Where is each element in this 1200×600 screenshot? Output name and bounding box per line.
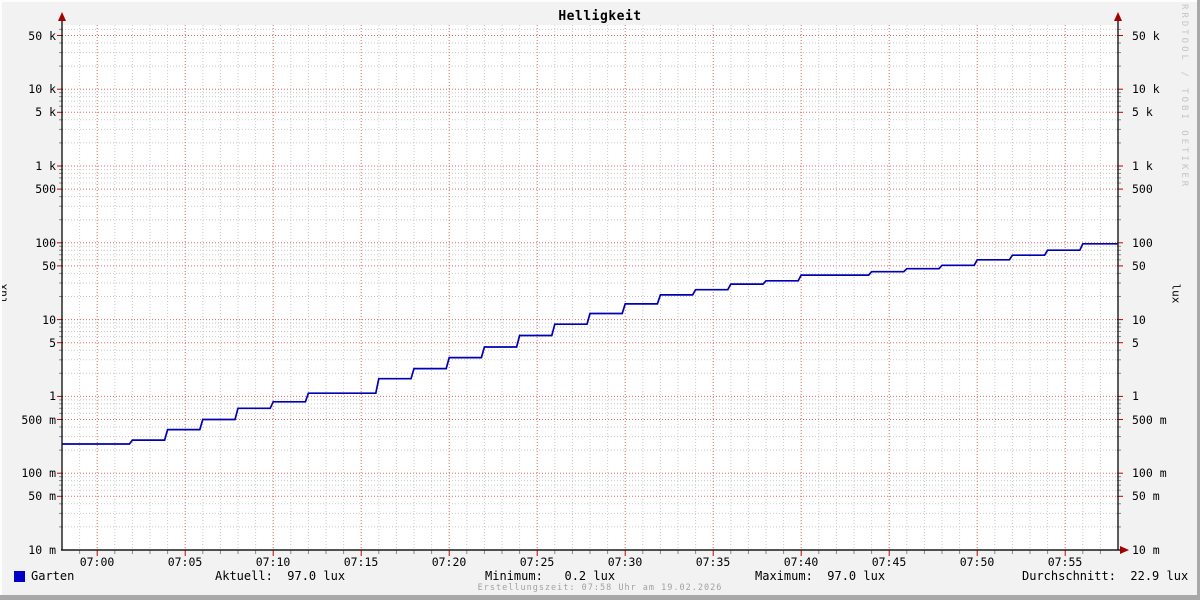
y-tick-label: 5 — [49, 336, 56, 350]
series-label: Garten — [31, 569, 75, 583]
x-tick-label: 07:15 — [343, 555, 379, 569]
rrdtool-watermark: RRDTOOL / TOBI OETIKER — [1179, 4, 1189, 190]
y-tick-label: 100 m — [1132, 466, 1167, 480]
legend-stat-aktuell: Aktuell: 97.0 lux — [215, 569, 346, 583]
y-tick-label: 50 k — [1132, 29, 1160, 43]
x-tick-label: 07:05 — [167, 555, 203, 569]
y-tick-label: 100 — [1132, 236, 1153, 250]
y-tick-label: 50 m — [1132, 489, 1160, 503]
y-tick-label: 1 k — [1132, 159, 1153, 173]
legend-stat-minimum: Minimum: 0.2 lux — [485, 569, 616, 583]
y-tick-label: 500 — [1132, 182, 1153, 196]
x-tick-label: 07:40 — [783, 555, 819, 569]
y-tick-label: 10 — [42, 313, 56, 327]
x-tick-label: 07:30 — [607, 555, 643, 569]
chart-title: Helligkeit — [558, 9, 642, 24]
bevel-bottom — [0, 595, 1200, 600]
y-tick-label: 1 — [49, 389, 56, 403]
series-color-swatch — [14, 571, 25, 582]
y-tick-label: 10 m — [28, 543, 56, 557]
bevel-left — [0, 0, 2, 600]
creation-timestamp: Erstellungszeit: 07:58 Uhr am 19.02.2026 — [477, 583, 723, 593]
y-tick-label: 5 k — [35, 105, 56, 119]
y-tick-label: 5 — [1132, 336, 1139, 350]
y-tick-label: 10 k — [1132, 82, 1160, 96]
y-tick-label: 10 k — [28, 82, 56, 96]
x-tick-label: 07:55 — [1047, 555, 1083, 569]
y-tick-label: 10 — [1132, 313, 1146, 327]
x-tick-label: 07:35 — [695, 555, 731, 569]
y-tick-label: 10 m — [1132, 543, 1160, 557]
y-tick-label: 500 m — [1132, 413, 1167, 427]
y-tick-label: 1 k — [35, 159, 56, 173]
y-tick-label: 1 — [1132, 389, 1139, 403]
y-tick-label: 500 m — [21, 413, 56, 427]
y-tick-label: 100 — [35, 236, 56, 250]
y-tick-label: 50 k — [28, 29, 56, 43]
legend-stat-maximum: Maximum: 97.0 lux — [755, 569, 886, 583]
y-tick-label: 100 m — [21, 466, 56, 480]
legend-stat-durchschnitt: Durchschnitt: 22.9 lux — [1022, 569, 1189, 583]
y-tick-label: 50 — [1132, 259, 1146, 273]
y-tick-label: 50 — [42, 259, 56, 273]
bevel-right — [1197, 0, 1200, 600]
x-tick-label: 07:45 — [871, 555, 907, 569]
y-tick-label: 50 m — [28, 489, 56, 503]
x-tick-label: 07:20 — [431, 555, 467, 569]
bevel-top — [0, 0, 1200, 2]
x-tick-label: 07:25 — [519, 555, 555, 569]
x-tick-label: 07:10 — [255, 555, 291, 569]
y-tick-label: 500 — [35, 182, 56, 196]
x-tick-label: 07:00 — [79, 555, 115, 569]
x-tick-label: 07:50 — [959, 555, 995, 569]
y-tick-label: 5 k — [1132, 105, 1153, 119]
